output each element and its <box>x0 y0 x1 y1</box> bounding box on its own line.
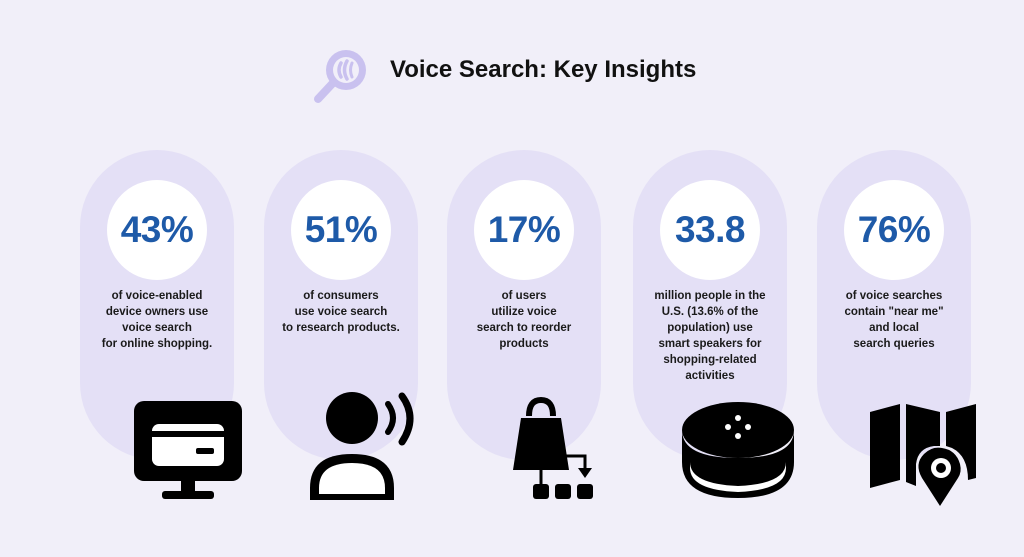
page-title: Voice Search: Key Insights <box>390 56 697 83</box>
stat-circle: 51% <box>291 180 391 280</box>
person-speaking-icon <box>310 392 414 500</box>
stat-circle: 43% <box>107 180 207 280</box>
shopping-bag-reorder-icon <box>513 396 593 499</box>
map-pin-icon <box>870 404 976 506</box>
stat-value: 76% <box>857 209 931 250</box>
stat-value: 33.8 <box>674 209 746 250</box>
stat-circle: 76% <box>844 180 944 280</box>
smart-speaker-icon <box>682 402 794 498</box>
header: Voice Search: Key Insights <box>0 0 1024 110</box>
stat-circle: 17% <box>474 180 574 280</box>
stat-description: of voice searches contain "near me" and … <box>844 290 944 350</box>
magnifier-sound-icon <box>314 50 366 103</box>
stat-description: million people in the U.S. (13.6% of the… <box>654 290 766 382</box>
stat-description: of voice-enabled device owners use voice… <box>101 290 213 350</box>
insight-card-reorder-products: 17% of users utilize voice search to reo… <box>447 150 601 460</box>
stat-circle: 33.8 <box>660 180 760 280</box>
stat-description: of consumers use voice search to researc… <box>282 290 400 334</box>
stat-description: of users utilize voice search to reorder… <box>476 290 572 350</box>
stat-value: 17% <box>487 209 561 250</box>
stat-value: 43% <box>120 209 194 250</box>
monitor-credit-card-icon <box>134 401 242 499</box>
stat-value: 51% <box>304 209 378 250</box>
